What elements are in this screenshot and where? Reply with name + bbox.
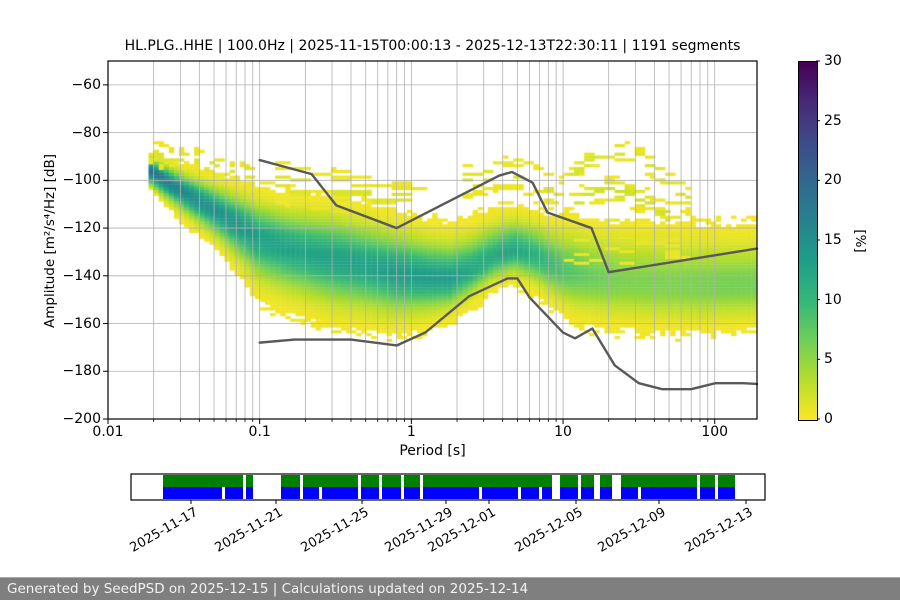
- footer-bar: Generated by SeedPSD on 2025-12-15 | Cal…: [0, 577, 900, 600]
- colorbar-tick-label: 5: [824, 351, 833, 368]
- y-axis-label: Amplitude [m²/s⁴/Hz] [dB]: [42, 154, 58, 329]
- colorbar-tick-label: 10: [824, 291, 842, 308]
- y-tick-label: −80: [71, 124, 101, 141]
- plot-title: HL.PLG..HHE | 100.0Hz | 2025-11-15T00:00…: [124, 38, 741, 54]
- x-tick-label: 100: [701, 424, 729, 440]
- x-axis-label: Period [s]: [399, 443, 466, 459]
- y-tick-label: −160: [62, 315, 101, 332]
- y-tick-label: −100: [62, 172, 101, 189]
- x-tick-label: 0.1: [248, 424, 271, 440]
- colorbar-tick-label: 30: [824, 53, 842, 69]
- x-tick-label: 0.01: [92, 424, 124, 440]
- y-tick-label: −200: [62, 411, 101, 427]
- x-tick-label: 10: [554, 424, 572, 440]
- y-tick-label: −180: [62, 363, 101, 380]
- colorbar-tick-label: 25: [824, 112, 842, 129]
- colorbar-tick-label: 20: [824, 172, 842, 189]
- y-tick-label: −60: [71, 76, 101, 93]
- colorbar-label: [%]: [852, 229, 868, 253]
- x-tick-label: 1: [406, 424, 416, 440]
- y-tick-label: −120: [62, 220, 101, 237]
- colorbar: [798, 61, 818, 421]
- colorbar-tick-label: 15: [824, 232, 842, 248]
- y-tick-label: −140: [62, 267, 101, 284]
- colorbar-tick-label: 0: [824, 411, 833, 427]
- footer-text: Generated by SeedPSD on 2025-12-15 | Cal…: [7, 581, 529, 597]
